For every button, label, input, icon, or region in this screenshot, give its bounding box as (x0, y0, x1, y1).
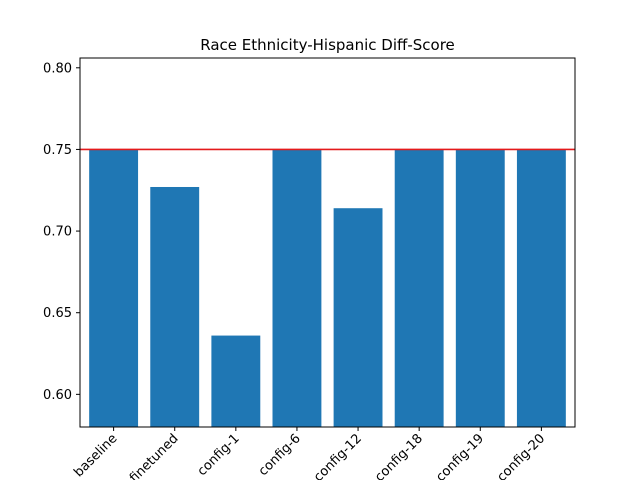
bar-finetuned (150, 186, 200, 427)
x-tick-label: config-19 (433, 431, 487, 480)
x-tick-label: config-20 (494, 431, 548, 480)
x-tick-label: config-6 (256, 431, 304, 479)
plot-frame (79, 57, 576, 428)
bar-config-19 (455, 149, 505, 427)
bar-baseline (89, 149, 139, 427)
bar-config-18 (394, 149, 444, 427)
x-tick-label: config-12 (311, 431, 365, 480)
chart-title: Race Ethnicity-Hispanic Diff-Score (200, 36, 455, 54)
y-tick-label: 0.80 (43, 61, 72, 76)
x-tick-label: baseline (71, 431, 120, 480)
bar-config-12 (333, 208, 383, 427)
bar-config-6 (272, 149, 322, 427)
y-tick-label: 0.75 (43, 143, 72, 158)
x-axis: baseline finetuned config-1 config-6 config-… (71, 427, 548, 480)
bars-group (89, 149, 566, 427)
y-tick-label: 0.70 (43, 225, 72, 240)
bar-config-1 (211, 335, 261, 427)
y-tick-label: 0.65 (43, 306, 72, 321)
y-axis: 0.60 0.65 0.70 0.75 0.80 (43, 61, 80, 403)
x-tick-label: config-18 (372, 431, 426, 480)
bar-config-20 (516, 149, 566, 427)
y-tick-label: 0.60 (43, 388, 72, 403)
x-tick-label: config-1 (195, 431, 243, 479)
x-tick-label: finetuned (127, 431, 182, 480)
